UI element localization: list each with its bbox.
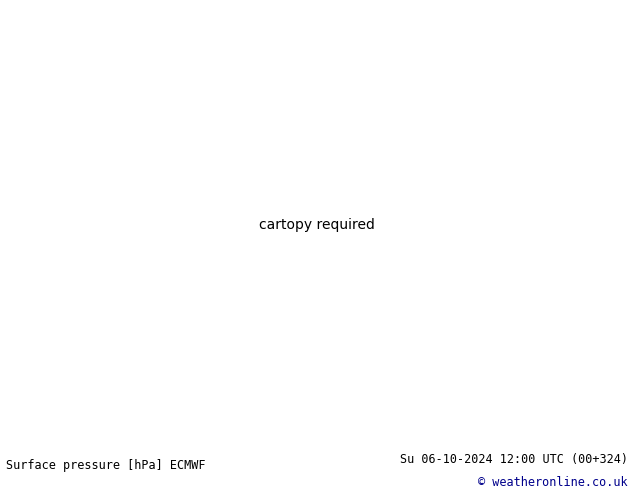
Text: Su 06-10-2024 12:00 UTC (00+324): Su 06-10-2024 12:00 UTC (00+324)	[399, 453, 628, 466]
Text: © weatheronline.co.uk: © weatheronline.co.uk	[478, 476, 628, 490]
Text: Surface pressure [hPa] ECMWF: Surface pressure [hPa] ECMWF	[6, 460, 206, 472]
Text: cartopy required: cartopy required	[259, 218, 375, 232]
